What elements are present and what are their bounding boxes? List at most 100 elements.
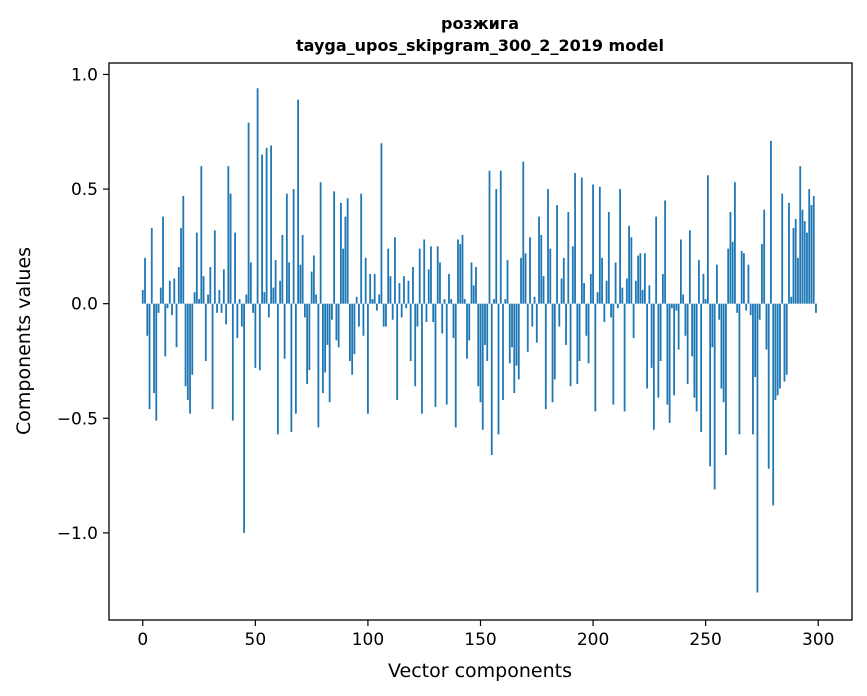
bar-component-261 (729, 211, 732, 304)
bar-component-299 (815, 303, 817, 313)
bar-component-182 (551, 303, 554, 403)
bar-component-277 (765, 303, 768, 350)
bar-component-197 (585, 303, 588, 336)
bar-component-179 (544, 303, 547, 410)
bar-component-166 (515, 303, 518, 366)
bar-component-170 (524, 253, 527, 304)
bar-component-98 (362, 303, 365, 336)
bar-component-148 (475, 267, 477, 304)
bar-component-118 (407, 280, 410, 304)
bar-component-36 (222, 269, 225, 304)
bar-component-100 (367, 303, 369, 414)
bar-component-143 (463, 299, 466, 304)
bar-component-290 (794, 218, 797, 304)
bar-component-24 (195, 232, 198, 304)
bar-component-221 (639, 253, 642, 304)
bar-component-57 (270, 145, 273, 304)
bar-component-135 (445, 303, 448, 405)
bar-component-224 (646, 303, 649, 389)
bar-component-110 (389, 276, 392, 304)
bar-component-85 (333, 191, 336, 304)
bar-component-209 (612, 303, 615, 405)
bar-component-247 (698, 260, 700, 304)
bar-component-62 (281, 234, 284, 304)
bar-component-214 (623, 303, 626, 412)
bar-component-172 (529, 237, 531, 304)
bar-component-164 (511, 303, 513, 348)
bar-component-52 (258, 303, 261, 371)
bar-component-101 (369, 273, 372, 304)
bar-component-137 (450, 299, 453, 304)
bar-component-123 (418, 248, 421, 304)
y-tick-label: 0.5 (71, 180, 98, 200)
bar-component-256 (718, 303, 721, 320)
bar-component-252 (709, 303, 712, 467)
bar-component-260 (727, 248, 730, 304)
bar-component-200 (592, 184, 594, 304)
bar-component-272 (754, 303, 757, 378)
bar-component-296 (808, 189, 811, 304)
bar-component-177 (540, 234, 543, 304)
bar-component-253 (711, 303, 714, 348)
bar-component-30 (209, 267, 212, 304)
bar-series (141, 88, 817, 593)
bar-component-212 (619, 189, 621, 304)
bar-component-26 (200, 166, 203, 304)
bar-component-191 (571, 246, 574, 304)
bar-component-0 (141, 289, 144, 304)
bar-component-21 (189, 303, 191, 414)
y-tick-label: 1.0 (71, 65, 98, 85)
bar-component-87 (337, 303, 340, 348)
bar-component-229 (657, 303, 660, 398)
bar-component-207 (607, 211, 610, 304)
bar-component-154 (488, 170, 491, 304)
bar-component-196 (583, 283, 585, 304)
bar-component-161 (504, 299, 507, 304)
bar-component-267 (743, 253, 745, 304)
bar-component-32 (213, 230, 216, 304)
bar-component-109 (387, 248, 390, 304)
bar-component-152 (484, 303, 486, 345)
bar-component-131 (436, 246, 439, 304)
bar-component-289 (792, 228, 795, 304)
bar-component-86 (335, 303, 338, 341)
bar-component-254 (713, 303, 716, 490)
bar-component-75 (310, 271, 313, 304)
bar-component-215 (625, 278, 628, 304)
bar-component-54 (263, 292, 266, 304)
bar-component-159 (499, 170, 502, 304)
bar-component-125 (423, 239, 426, 304)
bar-component-68 (294, 303, 297, 414)
y-axis: −1.0 −0.5 0.0 0.5 1.0 (57, 65, 109, 544)
bar-component-17 (180, 228, 182, 304)
bar-component-294 (803, 221, 806, 304)
bar-component-64 (285, 193, 288, 304)
bar-component-220 (637, 255, 640, 304)
bar-component-79 (319, 182, 322, 304)
chart-subtitle: tayga_upos_skipgram_300_2_2019 model (296, 36, 664, 55)
bar-component-14 (173, 278, 176, 304)
bar-component-96 (358, 303, 360, 327)
bar-component-93 (351, 303, 354, 375)
bar-component-38 (227, 166, 230, 304)
bar-component-58 (272, 287, 275, 304)
x-tick-label: 100 (352, 630, 384, 650)
bar-component-103 (373, 273, 376, 304)
bar-component-266 (740, 250, 743, 304)
bar-component-237 (675, 303, 678, 311)
bar-component-16 (177, 267, 180, 304)
bar-component-39 (229, 193, 232, 304)
bar-component-169 (522, 161, 525, 304)
bar-component-10 (164, 303, 167, 357)
bar-component-91 (346, 198, 349, 304)
bar-component-242 (686, 303, 689, 384)
bar-component-40 (231, 303, 234, 421)
bar-component-210 (614, 262, 617, 304)
bar-component-282 (776, 303, 779, 396)
bar-component-31 (211, 303, 214, 410)
bar-component-249 (702, 273, 705, 304)
y-tick-label: −1.0 (57, 524, 98, 544)
bar-component-27 (202, 276, 205, 304)
bar-component-155 (490, 303, 493, 455)
bar-component-108 (385, 303, 387, 327)
